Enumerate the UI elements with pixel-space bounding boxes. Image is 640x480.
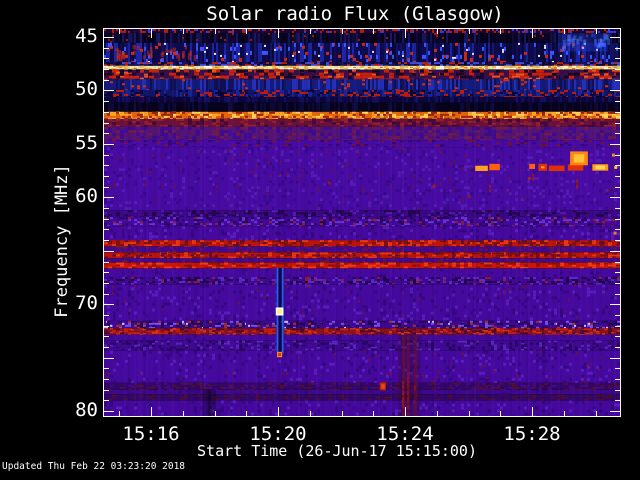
chart-title: Solar radio Flux (Glasgow) — [206, 3, 504, 25]
y-tick-label: 60 — [75, 185, 98, 208]
y-tick-label: 50 — [75, 78, 98, 101]
x-tick-label: 15:28 — [503, 423, 561, 445]
y-tick-label: 55 — [75, 131, 98, 154]
x-tick-label: 15:24 — [376, 423, 434, 445]
x-tick-label: 15:16 — [122, 423, 180, 445]
y-tick-label: 70 — [75, 292, 98, 315]
updated-timestamp: Updated Thu Feb 22 03:23:20 2018 — [2, 461, 186, 472]
y-tick-label: 80 — [75, 399, 98, 422]
x-tick-label: 15:20 — [249, 423, 307, 445]
spectrogram-canvas — [104, 29, 620, 416]
y-tick-label: 45 — [75, 25, 98, 48]
x-axis-title: Start Time (26-Jun-17 15:15:00) — [197, 442, 477, 460]
